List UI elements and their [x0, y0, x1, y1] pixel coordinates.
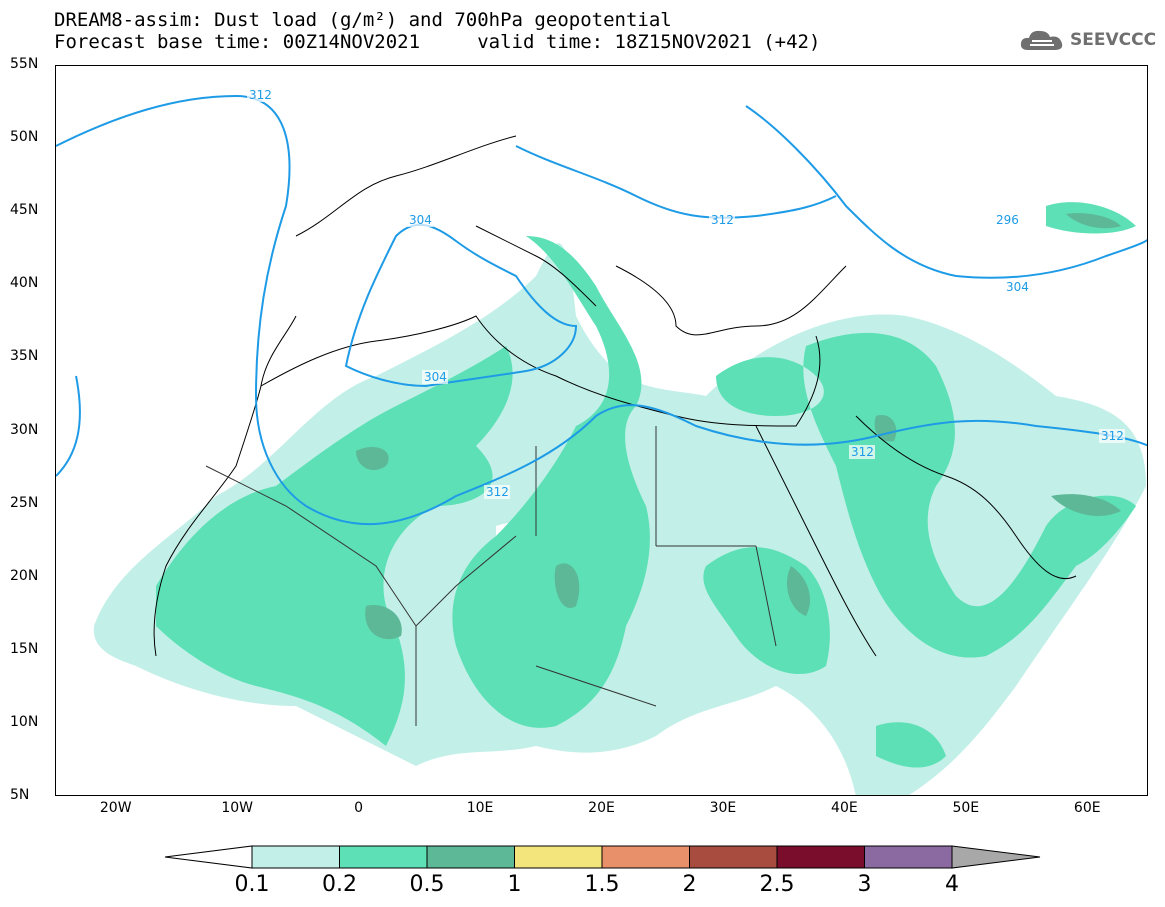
colorbar-tick-label: 0.5 — [409, 872, 445, 897]
lon-label: 50E — [952, 800, 980, 816]
contour-312-europe — [515, 145, 837, 219]
border-segments — [205, 426, 777, 726]
colorbar-box — [601, 845, 690, 869]
contour-304-west — [344, 223, 578, 388]
colorbar-tick-label: 1 — [507, 872, 522, 897]
lat-label: 45N — [10, 202, 39, 219]
cloud-icon — [1020, 30, 1063, 50]
lat-label: 15N — [10, 640, 39, 657]
lat-label: 5N — [10, 787, 30, 803]
dust-load-layer — [93, 202, 1146, 795]
coastline-arabia — [855, 415, 1077, 580]
coastline-mediterranean — [260, 315, 821, 427]
dust-map: 312 304 304 312 312 312 312 296 304 — [56, 88, 1147, 795]
colorbar — [164, 845, 1041, 869]
colorbar-box — [514, 845, 603, 869]
contour-label: 304 — [409, 213, 432, 227]
contour-312-north — [56, 94, 1147, 526]
colorbar-box — [426, 845, 515, 869]
lon-label: 20E — [588, 800, 615, 816]
lat-label: 50N — [10, 129, 39, 146]
chart-title: DREAM8-assim: Dust load (g/m²) and 700hP… — [54, 9, 672, 31]
colorbar-high-arrow — [951, 845, 1041, 869]
lon-label: 60E — [1073, 800, 1101, 816]
coastline-europe — [295, 135, 847, 336]
colorbar-box — [251, 845, 340, 869]
colorbar-tick-label: 3 — [857, 872, 872, 897]
lat-label: 55N — [10, 56, 39, 72]
contour-label: 312 — [249, 88, 272, 102]
colorbar-low-arrow — [164, 845, 253, 869]
coastline-iberia-africa — [153, 315, 297, 657]
colorbar-tick-label: 2 — [682, 872, 697, 897]
lon-label: 0 — [354, 800, 364, 816]
lon-label: 40E — [831, 800, 858, 816]
seevccc-logo: SEEVCCC — [1018, 26, 1156, 54]
coastlines-borders — [153, 135, 1077, 726]
lat-label: 10N — [10, 713, 39, 730]
forecast-time-subtitle: Forecast base time: 00Z14NOV2021 valid t… — [54, 31, 821, 53]
colorbar-box — [339, 845, 428, 869]
colorbar-tick-label: 1.5 — [584, 872, 620, 897]
colorbar-tick-label: 0.1 — [234, 872, 270, 897]
contour-label: 312 — [851, 445, 874, 459]
lon-label: 10E — [466, 800, 494, 816]
contour-label: 296 — [996, 213, 1019, 227]
geopotential-contours — [56, 94, 1147, 526]
colorbar-box — [776, 845, 865, 869]
lat-label: 35N — [10, 348, 39, 365]
lat-label: 40N — [10, 275, 39, 292]
colorbar-tick-label: 4 — [945, 872, 959, 897]
lat-label: 30N — [10, 421, 39, 438]
contour-label: 312 — [711, 213, 734, 227]
dust-level-0.2-region — [156, 202, 1136, 768]
colorbar-box — [689, 845, 778, 869]
colorbar-tick-label: 0.2 — [322, 872, 357, 897]
contour-label: 312 — [1101, 429, 1124, 443]
contour-312-southwest — [56, 375, 81, 477]
coastline-red-sea — [755, 425, 877, 657]
lat-label: 25N — [10, 494, 39, 511]
contour-labels: 312 304 304 312 312 312 312 296 304 — [247, 88, 1125, 499]
lon-label: 20W — [99, 800, 132, 816]
colorbar-box — [864, 845, 953, 869]
contour-label: 304 — [424, 370, 447, 384]
contour-label: 304 — [1006, 280, 1029, 294]
logo-text: SEEVCCC — [1070, 30, 1157, 50]
contour-324-east — [745, 105, 1147, 279]
contour-label: 312 — [486, 485, 509, 499]
lon-label: 30E — [709, 800, 737, 816]
colorbar-tick-label: 2.5 — [759, 872, 795, 897]
map-frame[interactable]: 312 304 304 312 312 312 312 296 304 — [55, 65, 1148, 796]
lat-label: 20N — [10, 567, 39, 584]
lon-label: 10W — [221, 800, 253, 816]
